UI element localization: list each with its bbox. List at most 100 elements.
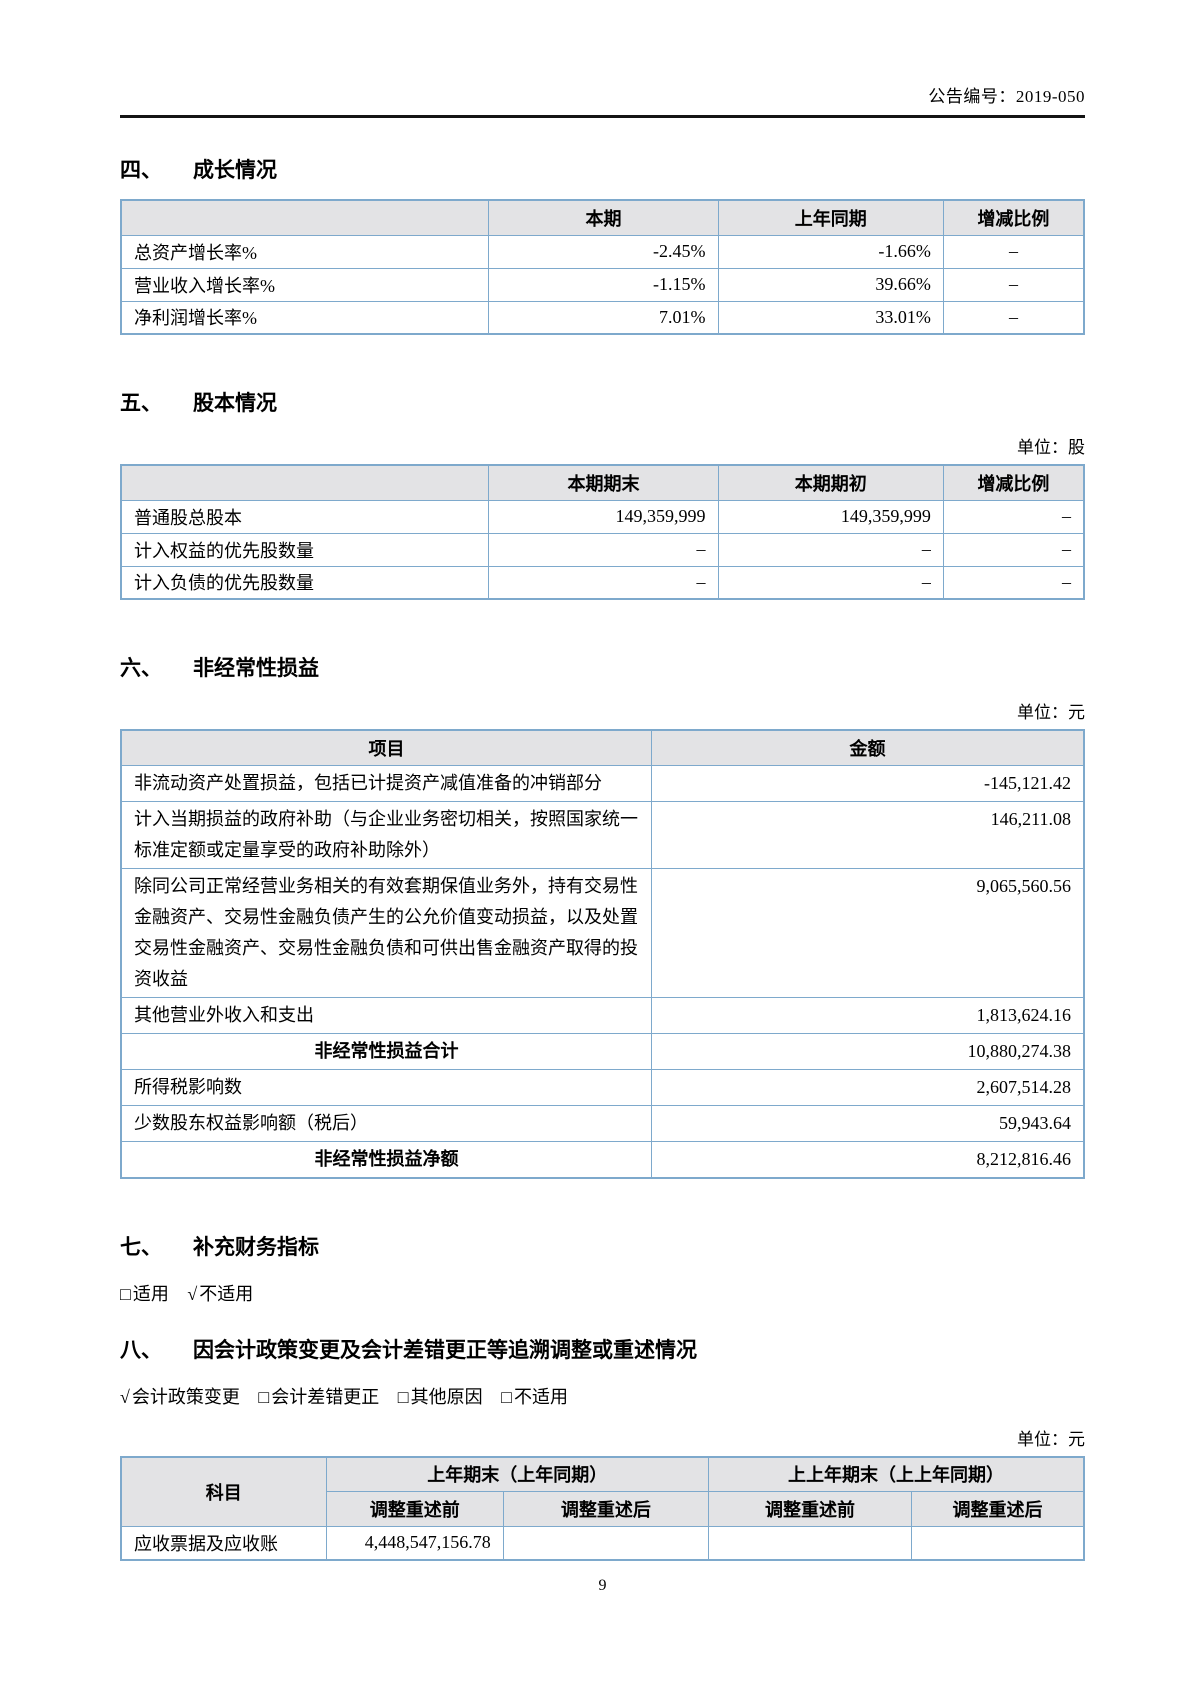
unit-label: 单位：股 [1017, 438, 1085, 457]
non-recurring-table: 项目 金额 非流动资产处置损益，包括已计提资产减值准备的冲销部分 -145,12… [120, 729, 1085, 1179]
section-number: 七、 [120, 1234, 162, 1259]
section-number: 六、 [120, 656, 162, 680]
header-rule [120, 115, 1085, 118]
table-row: 计入负债的优先股数量 – – – [120, 565, 1085, 600]
table-cell: – [942, 300, 1085, 335]
column-header: 项目 [120, 729, 653, 766]
table-cell: 1,813,624.16 [651, 996, 1085, 1034]
table-row: 非流动资产处置损益，包括已计提资产减值准备的冲销部分 -145,121.42 [120, 764, 1085, 802]
option-policy-change: √ 会计政策变更 [120, 1387, 240, 1407]
option-label: 不适用 [514, 1386, 569, 1407]
table-cell: 59,943.64 [651, 1104, 1085, 1142]
option-label: 不适用 [199, 1283, 254, 1304]
column-group-header: 上上年期末（上上年同期） [707, 1456, 1085, 1492]
section-title-text: 非经常性损益 [193, 656, 319, 680]
column-header: 上年同期 [717, 199, 944, 236]
row-label: 应收票据及应收账 [120, 1526, 327, 1560]
table-cell: – [942, 532, 1085, 567]
growth-table: 本期 上年同期 增减比例 总资产增长率% -2.45% -1.66% – 营业收… [120, 199, 1085, 335]
table-cell: 33.01% [717, 300, 944, 335]
table-cell: – [942, 234, 1085, 269]
table-cell: 10,880,274.38 [651, 1032, 1085, 1070]
row-label: 计入负债的优先股数量 [120, 565, 490, 600]
option-applicable: □ 适用 [120, 1284, 169, 1304]
column-subheader: 调整重述后 [502, 1491, 709, 1527]
table-cell: – [488, 565, 719, 600]
table-cell: -1.15% [488, 267, 719, 302]
table-cell: 149,359,999 [717, 499, 944, 534]
table-cell: 4,448,547,156.78 [325, 1526, 504, 1560]
section-title-growth: 四、 成长情况 [120, 156, 1085, 184]
option-not-applicable: □ 不适用 [501, 1387, 568, 1407]
table-cell: -1.66% [717, 234, 944, 269]
table-row: 应收票据及应收账 4,448,547,156.78 [120, 1526, 1085, 1560]
table-cell: – [942, 267, 1085, 302]
section-number: 四、 [120, 158, 162, 182]
table-cell: -145,121.42 [651, 764, 1085, 802]
section-title-supplementary: 七、 补充财务指标 [120, 1233, 1085, 1261]
checkbox-icon: □ [501, 1386, 513, 1407]
unit-label: 单位：元 [1017, 703, 1085, 722]
row-label: 总资产增长率% [120, 234, 490, 269]
checkbox-icon: □ [397, 1386, 409, 1407]
row-label: 所得税影响数 [120, 1068, 653, 1106]
section-title-text: 成长情况 [193, 158, 277, 182]
section-title-text: 因会计政策变更及会计差错更正等追溯调整或重述情况 [193, 1337, 697, 1362]
check-icon: √ [187, 1283, 198, 1304]
row-label: 营业收入增长率% [120, 267, 490, 302]
table-header-row: 项目 金额 [120, 729, 1085, 766]
table-row: 少数股东权益影响额（税后） 59,943.64 [120, 1104, 1085, 1142]
column-group-header: 上年期末（上年同期） [325, 1456, 709, 1492]
table-cell: – [717, 565, 944, 600]
table-cell: 146,211.08 [651, 800, 1085, 869]
restatement-options: √ 会计政策变更 □ 会计差错更正 □ 其他原因 □ 不适用 [120, 1383, 1085, 1409]
table-row: 其他营业外收入和支出 1,813,624.16 [120, 996, 1085, 1034]
section-title-text: 股本情况 [193, 391, 277, 415]
table-cell: 8,212,816.46 [651, 1140, 1085, 1178]
section-title-restatement: 八、 因会计政策变更及会计差错更正等追溯调整或重述情况 [120, 1336, 1085, 1364]
column-subheader: 调整重述前 [707, 1491, 913, 1527]
section-title-share-capital: 五、 股本情况 [120, 389, 1085, 417]
table-row-subtotal: 非经常性损益合计 10,880,274.38 [120, 1032, 1085, 1070]
row-label: 其他营业外收入和支出 [120, 996, 653, 1034]
table-cell: – [717, 532, 944, 567]
table-cell: 149,359,999 [488, 499, 719, 534]
column-header: 本期期末 [488, 464, 719, 501]
page-number: 9 [598, 1576, 607, 1594]
restatement-table: 科目 上年期末（上年同期） 上上年期末（上上年同期） 调整重述前 调整重述后 调… [120, 1455, 1085, 1561]
column-header: 增减比例 [942, 464, 1085, 501]
doc-number: 公告编号：2019-050 [928, 87, 1085, 106]
share-capital-table: 本期期末 本期期初 增减比例 普通股总股本 149,359,999 149,35… [120, 464, 1085, 600]
option-not-applicable: √ 不适用 [187, 1284, 253, 1304]
option-error-correction: □ 会计差错更正 [258, 1387, 379, 1407]
row-label: 非经常性损益净额 [120, 1140, 653, 1178]
column-header-subject: 科目 [120, 1456, 327, 1527]
option-label: 会计政策变更 [131, 1386, 240, 1407]
row-label: 计入权益的优先股数量 [120, 532, 490, 567]
column-header: 本期 [488, 199, 719, 236]
empty-header-cell [120, 199, 490, 236]
option-other-reason: □ 其他原因 [398, 1387, 483, 1407]
column-header: 增减比例 [942, 199, 1085, 236]
table-cell: -2.45% [488, 234, 719, 269]
section-number: 五、 [120, 391, 162, 415]
table-cell [502, 1526, 709, 1560]
table-cell [911, 1526, 1085, 1560]
row-label: 非经常性损益合计 [120, 1032, 653, 1070]
column-subheader: 调整重述后 [911, 1491, 1085, 1527]
row-label: 计入当期损益的政府补助（与企业业务密切相关，按照国家统一标准定额或定量享受的政府… [120, 800, 653, 869]
table-row-total: 非经常性损益净额 8,212,816.46 [120, 1140, 1085, 1178]
applicability-options: □ 适用 √ 不适用 [120, 1280, 1085, 1306]
table-cell: – [488, 532, 719, 567]
option-label: 适用 [132, 1283, 169, 1304]
table-row: 计入当期损益的政府补助（与企业业务密切相关，按照国家统一标准定额或定量享受的政府… [120, 800, 1085, 869]
row-label: 普通股总股本 [120, 499, 490, 534]
checkbox-icon: □ [258, 1386, 270, 1407]
column-header: 本期期初 [717, 464, 944, 501]
table-cell [707, 1526, 913, 1560]
table-cell: 2,607,514.28 [651, 1068, 1085, 1106]
table-row: 净利润增长率% 7.01% 33.01% – [120, 300, 1085, 335]
check-icon: √ [120, 1386, 130, 1407]
table-cell: – [942, 499, 1085, 534]
